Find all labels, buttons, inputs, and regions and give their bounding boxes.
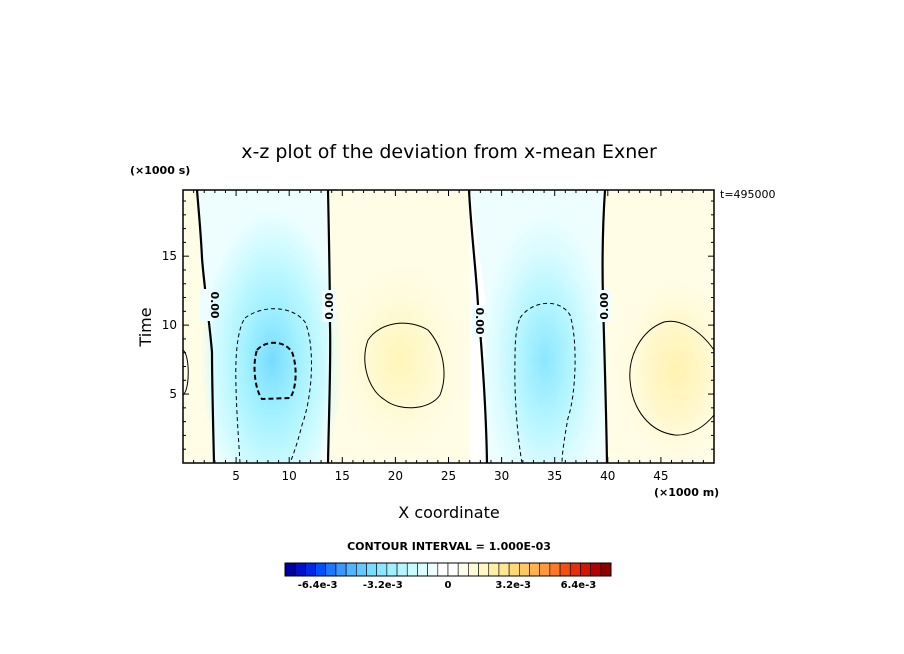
positive-anomaly-1	[325, 245, 475, 463]
pos-contour-edge	[183, 349, 189, 396]
colorbar-swatch	[284, 562, 296, 577]
svg-text:0.00: 0.00	[598, 292, 611, 319]
colorbar-swatch	[457, 562, 469, 577]
colorbar-swatch	[294, 562, 306, 577]
colorbar-swatch	[325, 562, 337, 577]
y-unit-label: (×1000 s)	[130, 164, 190, 177]
y-axis-label: Time	[136, 307, 155, 347]
colorbar-swatch	[305, 562, 316, 577]
pos-contour-1	[364, 322, 445, 409]
colorbar-swatch	[508, 562, 520, 577]
x-tick-label: 5	[232, 469, 240, 483]
positive-anomaly-2	[611, 265, 714, 463]
colorbar-swatch	[468, 562, 479, 577]
neg-contour-outer-1	[235, 308, 312, 463]
neg-contour-outer-2	[514, 302, 576, 463]
y-tick-label: 15	[162, 249, 177, 263]
colorbar-swatch	[427, 562, 439, 577]
colorbar-swatch	[549, 562, 561, 577]
zero-label-3: 0.00	[472, 305, 486, 337]
x-axis-ticks: 5 10 15 20 25 30 35 40 45	[193, 190, 704, 483]
x-unit-label: (×1000 m)	[654, 486, 719, 499]
colorbar-tick-label: 3.2e-3	[495, 580, 531, 591]
time-label: t=495000	[720, 188, 776, 201]
colorbar-swatch	[559, 562, 571, 577]
contour-interval-label: CONTOUR INTERVAL = 1.000E-03	[347, 540, 551, 553]
x-tick-label: 45	[653, 469, 668, 483]
colorbar-tick-label: 0	[445, 580, 452, 591]
colorbar-swatch	[366, 562, 377, 577]
colorbar-swatch	[488, 562, 500, 577]
pos-contour-2	[629, 320, 714, 436]
colorbar-swatch	[386, 562, 398, 577]
zero-label-2: 0.00	[322, 290, 336, 322]
negative-anomaly-1	[200, 210, 344, 463]
x-tick-label: 30	[494, 469, 509, 483]
x-tick-label: 15	[335, 469, 350, 483]
colorbar-swatch	[539, 562, 551, 577]
x-axis-label: X coordinate	[398, 503, 499, 522]
colorbar-swatch	[447, 562, 459, 577]
colorbar-swatch	[569, 562, 581, 577]
colorbar-swatch	[590, 562, 602, 577]
colorbar-tick-label: -3.2e-3	[363, 580, 403, 591]
zero-contour-2	[326, 190, 332, 463]
colorbar-swatch	[356, 562, 367, 577]
negative-anomaly-2	[480, 210, 610, 463]
svg-text:0.00: 0.00	[323, 292, 336, 319]
x-tick-label: 10	[282, 469, 297, 483]
colorbar-swatch	[315, 562, 327, 577]
chart-title: x-z plot of the deviation from x-mean Ex…	[241, 141, 657, 163]
colorbar-swatch	[335, 562, 347, 577]
colorbar-swatch	[478, 562, 490, 577]
colorbar-swatch	[437, 562, 449, 577]
colorbar-swatch	[376, 562, 388, 577]
y-axis-ticks: 5 10 15	[162, 200, 714, 450]
neg-contour-inner-1	[253, 341, 297, 401]
y-tick-label: 10	[162, 318, 177, 332]
colorbar-swatch	[406, 562, 418, 577]
colorbar-swatch	[580, 562, 591, 577]
zero-label-1: 0.00	[200, 289, 221, 321]
colorbar-swatch	[519, 562, 530, 577]
colorbar-tick-labels: -6.4e-3 -3.2e-3 0 3.2e-3 6.4e-3	[298, 580, 597, 591]
colorbar-frame	[284, 562, 612, 577]
x-tick-label: 20	[388, 469, 403, 483]
colorbar-tick-label: 6.4e-3	[561, 580, 597, 591]
colorbar-tick-label: -6.4e-3	[298, 580, 338, 591]
zero-label-4: 0.00	[597, 290, 611, 322]
colorbar-swatch	[345, 562, 357, 577]
colorbar-swatch	[529, 562, 540, 577]
colorbar	[284, 562, 612, 577]
x-tick-label: 25	[441, 469, 456, 483]
colorbar-swatch	[600, 562, 612, 577]
svg-text:0.00: 0.00	[473, 307, 486, 334]
x-tick-label: 40	[600, 469, 615, 483]
y-tick-label: 5	[169, 387, 177, 401]
x-tick-label: 35	[547, 469, 562, 483]
colorbar-swatch	[396, 562, 408, 577]
plot-area: 0.00 0.00 0.00 0.00	[183, 190, 714, 463]
colorbar-swatch	[417, 562, 428, 577]
svg-text:0.00: 0.00	[208, 291, 221, 318]
colorbar-swatch	[498, 562, 510, 577]
